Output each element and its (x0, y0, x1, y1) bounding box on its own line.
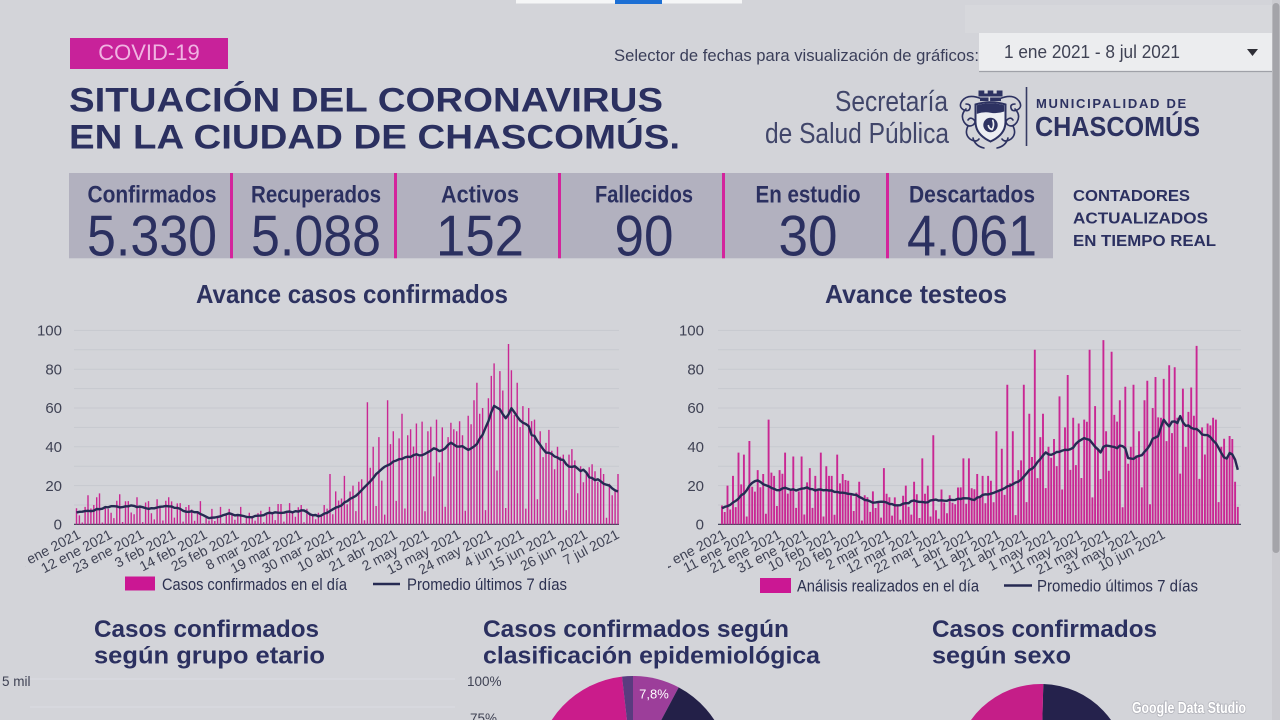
svg-text:152: 152 (436, 205, 524, 269)
svg-text:60: 60 (45, 400, 62, 417)
svg-text:Selector de fechas para visual: Selector de fechas para visualización de… (614, 47, 979, 65)
svg-text:Casos confirmados: Casos confirmados (94, 616, 319, 643)
svg-text:90: 90 (615, 205, 674, 269)
svg-text:20: 20 (45, 478, 62, 495)
svg-text:Descartados: Descartados (909, 182, 1035, 209)
svg-text:según grupo etario: según grupo etario (94, 643, 325, 670)
svg-text:CONTADORES: CONTADORES (1073, 188, 1190, 205)
svg-text:80: 80 (687, 361, 704, 378)
svg-text:Avance casos confirmados: Avance casos confirmados (196, 279, 508, 309)
svg-text:30: 30 (779, 205, 838, 269)
svg-text:0: 0 (54, 517, 62, 534)
svg-text:75%: 75% (470, 711, 497, 720)
svg-text:Secretaría: Secretaría (835, 86, 949, 118)
svg-text:0: 0 (696, 517, 704, 534)
svg-text:5 mil: 5 mil (2, 674, 31, 689)
svg-text:clasificación epidemiológica: clasificación epidemiológica (483, 643, 821, 670)
svg-text:ACTUALIZADOS: ACTUALIZADOS (1073, 211, 1208, 228)
svg-text:80: 80 (45, 361, 62, 378)
svg-text:Casos confirmados: Casos confirmados (932, 616, 1157, 643)
svg-text:EN LA CIUDAD DE CHASCOMÚS.: EN LA CIUDAD DE CHASCOMÚS. (69, 117, 680, 157)
svg-text:Avance testeos: Avance testeos (825, 279, 1007, 309)
svg-text:Casos confirmados según: Casos confirmados según (483, 616, 789, 643)
svg-text:Google Data Studio: Google Data Studio (1132, 700, 1246, 717)
svg-text:MUNICIPALIDAD DE: MUNICIPALIDAD DE (1036, 96, 1188, 111)
svg-text:COVID-19: COVID-19 (98, 40, 199, 65)
svg-text:Activos: Activos (441, 182, 519, 209)
svg-text:Análisis realizados en el día: Análisis realizados en el día (797, 577, 979, 596)
svg-text:EN TIEMPO REAL: EN TIEMPO REAL (1073, 233, 1216, 250)
svg-text:60: 60 (687, 400, 704, 417)
svg-text:100%: 100% (467, 674, 502, 689)
svg-text:5.330: 5.330 (87, 205, 217, 269)
svg-text:4.061: 4.061 (907, 205, 1037, 269)
svg-text:Recuperados: Recuperados (251, 182, 381, 209)
svg-text:Fallecidos: Fallecidos (595, 182, 693, 209)
svg-text:Casos confirmados en el día: Casos confirmados en el día (162, 575, 347, 594)
svg-text:5.088: 5.088 (251, 205, 381, 269)
svg-text:CHASCOMÚS: CHASCOMÚS (1035, 111, 1200, 142)
svg-text:En estudio: En estudio (756, 182, 861, 209)
svg-text:100: 100 (679, 323, 704, 340)
svg-text:20: 20 (687, 478, 704, 495)
svg-text:según sexo: según sexo (932, 643, 1071, 670)
svg-text:1 ene 2021 - 8 jul 2021: 1 ene 2021 - 8 jul 2021 (1004, 42, 1180, 62)
svg-text:Promedio últimos 7 días: Promedio últimos 7 días (1037, 577, 1198, 596)
svg-text:7,8%: 7,8% (639, 687, 669, 702)
svg-text:Promedio últimos 7 días: Promedio últimos 7 días (407, 575, 567, 594)
svg-text:40: 40 (687, 439, 704, 456)
svg-text:SITUACIÓN DEL CORONAVIRUS: SITUACIÓN DEL CORONAVIRUS (69, 80, 663, 120)
svg-text:de Salud Pública: de Salud Pública (765, 118, 950, 150)
svg-text:Confirmados: Confirmados (88, 182, 217, 209)
svg-text:40: 40 (45, 439, 62, 456)
svg-text:100: 100 (37, 323, 62, 340)
